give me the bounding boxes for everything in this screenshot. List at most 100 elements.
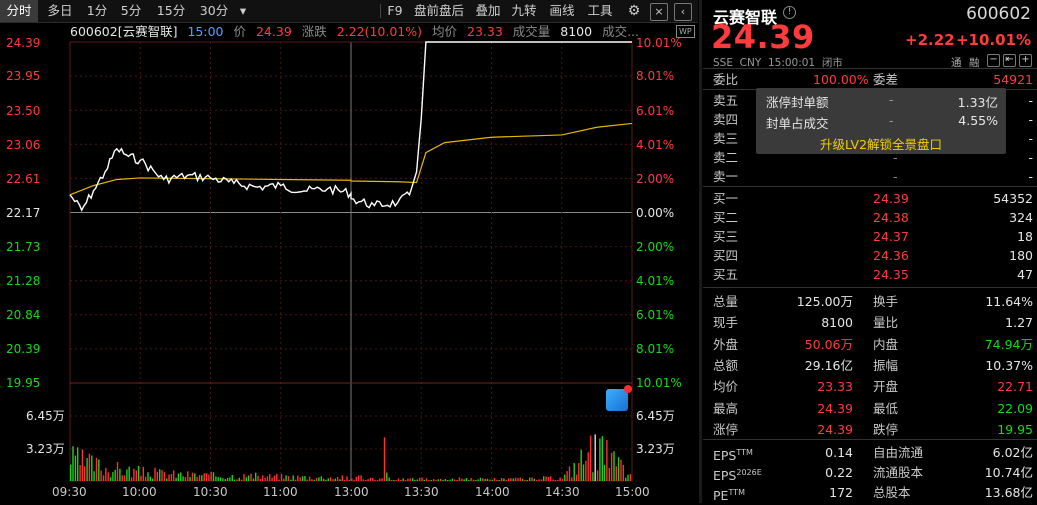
- buy-price: 24.36: [873, 248, 909, 263]
- volume-bar: [414, 480, 416, 481]
- draw-line-button[interactable]: 画线: [549, 3, 575, 18]
- buy-price: 24.35: [873, 267, 909, 282]
- period-dropdown-icon[interactable]: ▾: [239, 3, 247, 18]
- buy-level-row[interactable]: 买一 24.39 54352: [713, 189, 1033, 208]
- volume-bar: [367, 479, 369, 481]
- sell-level-row[interactable]: 卖四 -: [713, 110, 1033, 129]
- volume-bar: [182, 476, 184, 481]
- volume-bar: [187, 471, 189, 481]
- volume-bar: [304, 476, 306, 481]
- sell-level-row[interactable]: 卖一 - -: [713, 167, 1033, 186]
- stat-value: 11.64%: [985, 294, 1033, 309]
- tab-5min[interactable]: 5分: [120, 3, 142, 18]
- volume-bar: [81, 449, 84, 481]
- volume-bar: [610, 452, 613, 481]
- volume-bar: [365, 480, 367, 481]
- y-pct-label: 10.01%: [636, 36, 682, 50]
- volume-bar: [180, 472, 182, 481]
- buy-level-row[interactable]: 买二 24.38 324: [713, 208, 1033, 227]
- tab-1min[interactable]: 1分: [86, 3, 108, 18]
- popup-dash: -: [889, 113, 894, 128]
- tools-button[interactable]: 工具: [587, 3, 613, 18]
- volume-bar: [154, 467, 156, 481]
- y-price-label: 21.73: [6, 240, 41, 254]
- upgrade-lv2-link[interactable]: 升级LV2解锁全景盘口: [819, 137, 943, 152]
- stat-row: 涨停 24.39 跌停 19.95: [713, 420, 1033, 439]
- buy-level-row[interactable]: 买三 24.37 18: [713, 227, 1033, 246]
- buy-level-row[interactable]: 买五 24.35 47: [713, 265, 1033, 284]
- volume-bar: [266, 476, 269, 481]
- floating-assistant-icon[interactable]: [606, 385, 632, 411]
- tab-30min[interactable]: 30分: [199, 3, 229, 18]
- volume-bar: [608, 468, 610, 481]
- sell-level-row[interactable]: 卖三 -: [713, 129, 1033, 148]
- volume-bar: [292, 475, 294, 481]
- market-status-line: SSE CNY 15:00:01 闭市: [713, 55, 843, 70]
- volume-bar: [437, 479, 439, 481]
- tab-intraday[interactable]: 分时: [0, 0, 38, 22]
- minus-icon[interactable]: −: [987, 54, 1000, 67]
- y-pct-label: 4.01%: [636, 138, 675, 152]
- tab-multi-day[interactable]: 多日: [47, 3, 73, 18]
- volume-bar: [440, 478, 442, 481]
- volume-bar: [119, 468, 121, 481]
- volume-bar: [543, 476, 545, 481]
- volume-bar: [348, 480, 351, 481]
- gear-icon[interactable]: ⚙: [627, 3, 641, 19]
- volume-bar: [226, 478, 229, 481]
- y-pct-label: 8.01%: [636, 342, 675, 356]
- volume-bar: [334, 478, 336, 481]
- overlay-button[interactable]: 叠加: [475, 3, 501, 18]
- f9-button[interactable]: F9: [387, 3, 403, 18]
- buy-vol: 54352: [993, 191, 1033, 206]
- popup-label-2: 封单占成交: [766, 116, 829, 131]
- volume-bar: [273, 475, 276, 481]
- stat-label: 现手: [713, 315, 739, 331]
- volume-bar: [585, 460, 587, 481]
- volume-bar: [360, 475, 362, 481]
- volume-bar: [423, 480, 425, 481]
- volume-bar: [77, 447, 79, 481]
- volume-bar: [470, 477, 472, 481]
- volume-bar: [500, 478, 503, 481]
- stat-value: 24.39: [817, 421, 853, 437]
- amount-label: 成交...: [602, 24, 639, 39]
- close-icon[interactable]: ×: [650, 3, 668, 21]
- volume-bar: [503, 478, 505, 481]
- pin-icon[interactable]: ⇤: [1003, 54, 1016, 67]
- volume-bar: [322, 478, 325, 481]
- buy-level-row[interactable]: 买四 24.36 180: [713, 246, 1033, 265]
- chevron-left-icon[interactable]: ‹: [674, 3, 692, 21]
- intraday-chart[interactable]: [0, 0, 698, 503]
- cursor-time: 15:00: [187, 24, 224, 39]
- volume-bar: [166, 478, 168, 481]
- stat-value: 29.16亿: [804, 357, 853, 373]
- y-volume-label: 6.45万: [26, 409, 65, 423]
- volume-bar: [519, 477, 521, 481]
- volume-bar: [372, 477, 374, 481]
- info-icon[interactable]: !: [783, 6, 796, 19]
- volume-bar: [421, 477, 423, 481]
- sell-label: 卖四: [713, 112, 739, 127]
- y-price-label: 23.95: [6, 69, 41, 83]
- volume-bar: [88, 453, 91, 481]
- volume-bar: [613, 451, 615, 481]
- volume-bar: [538, 479, 540, 481]
- volume-bar: [433, 479, 435, 481]
- tag-rong: 融: [969, 57, 980, 69]
- nine-turn-button[interactable]: 九转: [511, 3, 537, 18]
- popup-value-1: 1.33亿: [957, 95, 998, 110]
- panel-divider[interactable]: [699, 0, 702, 503]
- sell-level-row[interactable]: 卖二 - -: [713, 148, 1033, 167]
- volume-bar: [168, 474, 170, 481]
- sell-level-row[interactable]: 卖五 -: [713, 91, 1033, 110]
- pre-after-market-button[interactable]: 盘前盘后: [413, 3, 464, 18]
- stat-label: 开盘: [873, 379, 899, 395]
- y-volume-label: 3.23万: [636, 442, 675, 456]
- plus-icon[interactable]: +: [1019, 54, 1032, 67]
- volume-bar: [107, 472, 109, 481]
- fundamental-row: EPS2026E 0.22 流通股本 10.74亿: [713, 463, 1033, 483]
- limit-up-popup: 涨停封单额 - 1.33亿 封单占成交 - 4.55% 升级LV2解锁全景盘口: [756, 88, 1006, 154]
- tab-15min[interactable]: 15分: [156, 3, 186, 18]
- buy-vol: 180: [1009, 248, 1033, 263]
